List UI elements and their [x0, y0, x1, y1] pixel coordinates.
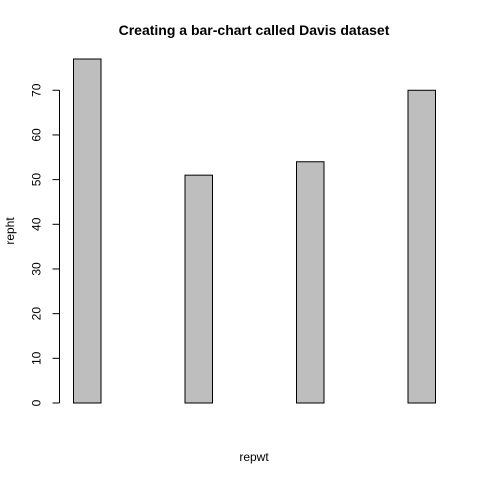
- bars-group: [73, 58, 436, 404]
- y-tick-label-20: 20: [30, 307, 44, 321]
- y-tick-label-10: 10: [30, 351, 44, 365]
- y-tick-label-70: 70: [30, 83, 44, 97]
- y-axis: 0 10 20 30 40 50 60 70: [30, 83, 60, 406]
- y-tick-label-60: 60: [30, 128, 44, 142]
- y-tick-label-50: 50: [30, 173, 44, 187]
- y-tick-label-30: 30: [30, 262, 44, 276]
- bar-4: [407, 89, 436, 404]
- bar-3: [296, 161, 325, 404]
- y-tick-label-40: 40: [30, 217, 44, 231]
- bar-2: [184, 174, 213, 404]
- y-axis-label: repht: [3, 217, 17, 245]
- x-axis-label: repwt: [239, 450, 269, 464]
- chart-title: Creating a bar-chart called Davis datase…: [119, 22, 390, 38]
- bar-1: [73, 58, 102, 404]
- y-tick-label-0: 0: [30, 399, 44, 406]
